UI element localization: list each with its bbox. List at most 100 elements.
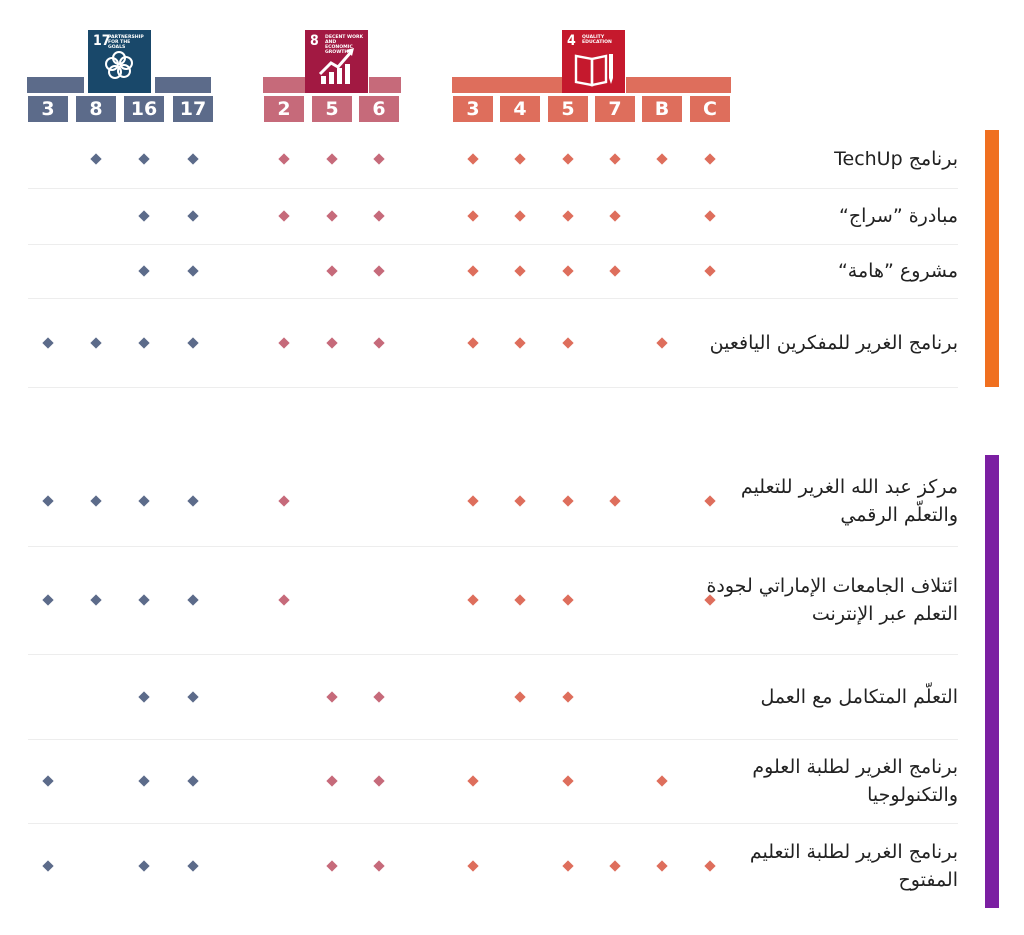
sdg8-header-bar-left (263, 77, 305, 93)
sdg17-header-bar-right (155, 77, 211, 93)
marker-sdg17-3 (42, 775, 54, 787)
marker-sdg4-4 (514, 210, 526, 222)
book-pencil-icon (562, 30, 625, 97)
marker-sdg4-5 (562, 210, 574, 222)
row-label: برنامج TechUp (834, 148, 958, 170)
sdg4-header-bar-left (452, 77, 562, 93)
marker-sdg17-17 (187, 775, 199, 787)
marker-sdg8-6 (373, 690, 385, 703)
marker-sdg17-16 (138, 775, 150, 787)
marker-sdg8-5 (326, 336, 338, 349)
target-box-sdg4-7: 7 (595, 96, 635, 122)
marker-sdg17-16 (138, 594, 150, 606)
marker-sdg8-6 (373, 859, 385, 872)
marker-sdg8-6 (373, 336, 385, 349)
marker-sdg8-2 (278, 594, 290, 606)
target-box-sdg8-5: 5 (312, 96, 352, 122)
marker-sdg4-7 (609, 859, 621, 872)
marker-sdg4-3 (467, 775, 479, 787)
row-divider (28, 387, 958, 388)
marker-sdg4-5 (562, 336, 574, 349)
marker-sdg8-6 (373, 210, 385, 222)
row-label: ائتلاف الجامعات الإماراتي لجودة التعلم ع… (706, 575, 958, 625)
row-label: مبادرة ”سراج“ (839, 205, 958, 227)
marker-sdg17-17 (187, 859, 199, 872)
goal-title: QUALITY EDUCATION (582, 35, 612, 45)
target-box-sdg17-16: 16 (124, 96, 164, 122)
marker-sdg4-4 (514, 690, 526, 703)
target-box-sdg4-4: 4 (500, 96, 540, 122)
marker-sdg4-5 (562, 775, 574, 787)
marker-sdg4-7 (609, 265, 621, 277)
marker-sdg8-5 (326, 775, 338, 787)
marker-sdg4-4 (514, 594, 526, 606)
marker-sdg4-4 (514, 265, 526, 277)
partnership-rings-icon (88, 30, 151, 97)
marker-sdg17-8 (90, 494, 102, 507)
marker-sdg8-6 (373, 775, 385, 787)
row-divider (28, 823, 958, 824)
marker-sdg4-5 (562, 594, 574, 606)
target-box-sdg4-C: C (690, 96, 730, 122)
sdg4-goal-icon: 4 QUALITY EDUCATION (562, 30, 625, 93)
target-box-sdg4-B: B (642, 96, 682, 122)
marker-sdg4-B (656, 859, 668, 872)
target-box-sdg17-8: 8 (76, 96, 116, 122)
marker-sdg17-16 (138, 210, 150, 222)
marker-sdg4-3 (467, 265, 479, 277)
marker-sdg17-17 (187, 265, 199, 277)
marker-sdg8-2 (278, 494, 290, 507)
sdg8-goal-icon: 8 DECENT WORK AND ECONOMIC GROWTH (305, 30, 368, 93)
row-divider (28, 654, 958, 655)
marker-sdg17-16 (138, 690, 150, 703)
marker-sdg4-5 (562, 153, 574, 165)
marker-sdg17-8 (90, 336, 102, 349)
marker-sdg17-16 (138, 265, 150, 277)
marker-sdg8-5 (326, 153, 338, 165)
marker-sdg8-2 (278, 153, 290, 165)
marker-sdg4-7 (609, 494, 621, 507)
marker-sdg4-3 (467, 153, 479, 165)
marker-sdg4-5 (562, 690, 574, 703)
group-1-sidebar (985, 130, 999, 387)
marker-sdg4-5 (562, 859, 574, 872)
sdg17-header-bar-left (27, 77, 84, 93)
marker-sdg8-5 (326, 859, 338, 872)
marker-sdg8-2 (278, 210, 290, 222)
target-box-sdg17-17: 17 (173, 96, 213, 122)
marker-sdg8-5 (326, 265, 338, 277)
target-box-sdg8-2: 2 (264, 96, 304, 122)
marker-sdg17-17 (187, 594, 199, 606)
marker-sdg17-8 (90, 153, 102, 165)
marker-sdg4-5 (562, 265, 574, 277)
row-label: برنامج الغرير لطلبة العلوم والتكنولوجيا (752, 756, 958, 806)
marker-sdg17-3 (42, 859, 54, 872)
marker-sdg8-6 (373, 153, 385, 165)
target-box-sdg17-3: 3 (28, 96, 68, 122)
sdg4-header-bar-right (626, 77, 731, 93)
marker-sdg17-17 (187, 494, 199, 507)
marker-sdg17-16 (138, 336, 150, 349)
marker-sdg4-3 (467, 594, 479, 606)
marker-sdg17-17 (187, 153, 199, 165)
row-label: برنامج الغرير للمفكرين اليافعين (709, 331, 958, 354)
marker-sdg4-7 (609, 210, 621, 222)
marker-sdg4-B (656, 775, 668, 787)
goal-number: 17 (93, 33, 111, 49)
target-box-sdg8-6: 6 (359, 96, 399, 122)
marker-sdg8-5 (326, 690, 338, 703)
growth-chart-icon (305, 30, 368, 97)
marker-sdg17-17 (187, 690, 199, 703)
row-divider (28, 244, 958, 245)
marker-sdg17-8 (90, 594, 102, 606)
row-divider (28, 188, 958, 189)
goal-number: 4 (567, 33, 576, 49)
goal-title: PARTNERSHIP FOR THE GOALS (108, 35, 144, 50)
marker-sdg17-16 (138, 153, 150, 165)
marker-sdg17-16 (138, 859, 150, 872)
sdg17-goal-icon: 17 PARTNERSHIP FOR THE GOALS (88, 30, 151, 93)
marker-sdg17-3 (42, 336, 54, 349)
row-label: التعلّم المتكامل مع العمل (760, 685, 958, 708)
goal-number: 8 (310, 33, 319, 49)
marker-sdg4-B (656, 336, 668, 349)
